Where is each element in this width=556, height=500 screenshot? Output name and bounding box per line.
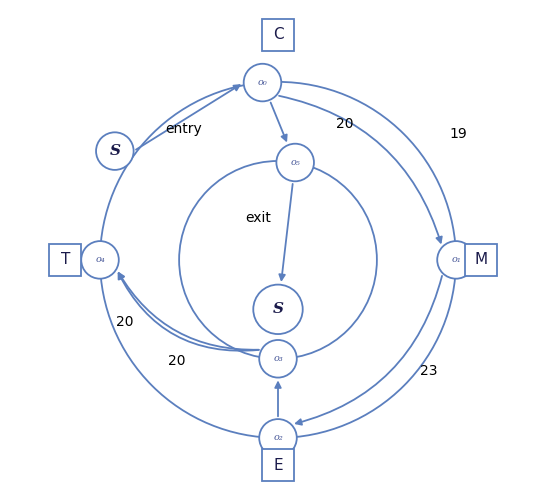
Text: 23: 23 [420,364,438,378]
Text: 19: 19 [450,127,468,141]
FancyBboxPatch shape [49,244,82,276]
Circle shape [96,132,133,170]
Text: o₂: o₂ [273,434,283,442]
Text: o₅: o₅ [290,158,300,167]
Circle shape [437,241,475,279]
Circle shape [254,284,302,334]
Text: 20: 20 [116,314,133,328]
Text: 20: 20 [336,117,354,131]
Text: o₁: o₁ [451,256,461,264]
Text: entry: entry [166,122,202,136]
Text: C: C [272,28,284,42]
Text: o₄: o₄ [95,256,105,264]
Text: o₀: o₀ [257,78,267,87]
Circle shape [81,241,119,279]
Circle shape [276,144,314,182]
Text: exit: exit [245,211,271,225]
FancyBboxPatch shape [262,449,294,481]
Text: o₃: o₃ [273,354,283,364]
Text: 20: 20 [168,354,185,368]
Text: T: T [61,252,70,268]
Circle shape [244,64,281,102]
Text: E: E [273,458,283,472]
FancyBboxPatch shape [465,244,497,276]
Text: M: M [474,252,487,268]
Circle shape [259,419,297,457]
FancyBboxPatch shape [262,19,294,51]
Circle shape [259,340,297,378]
Text: S: S [272,302,284,316]
Text: S: S [110,144,120,158]
